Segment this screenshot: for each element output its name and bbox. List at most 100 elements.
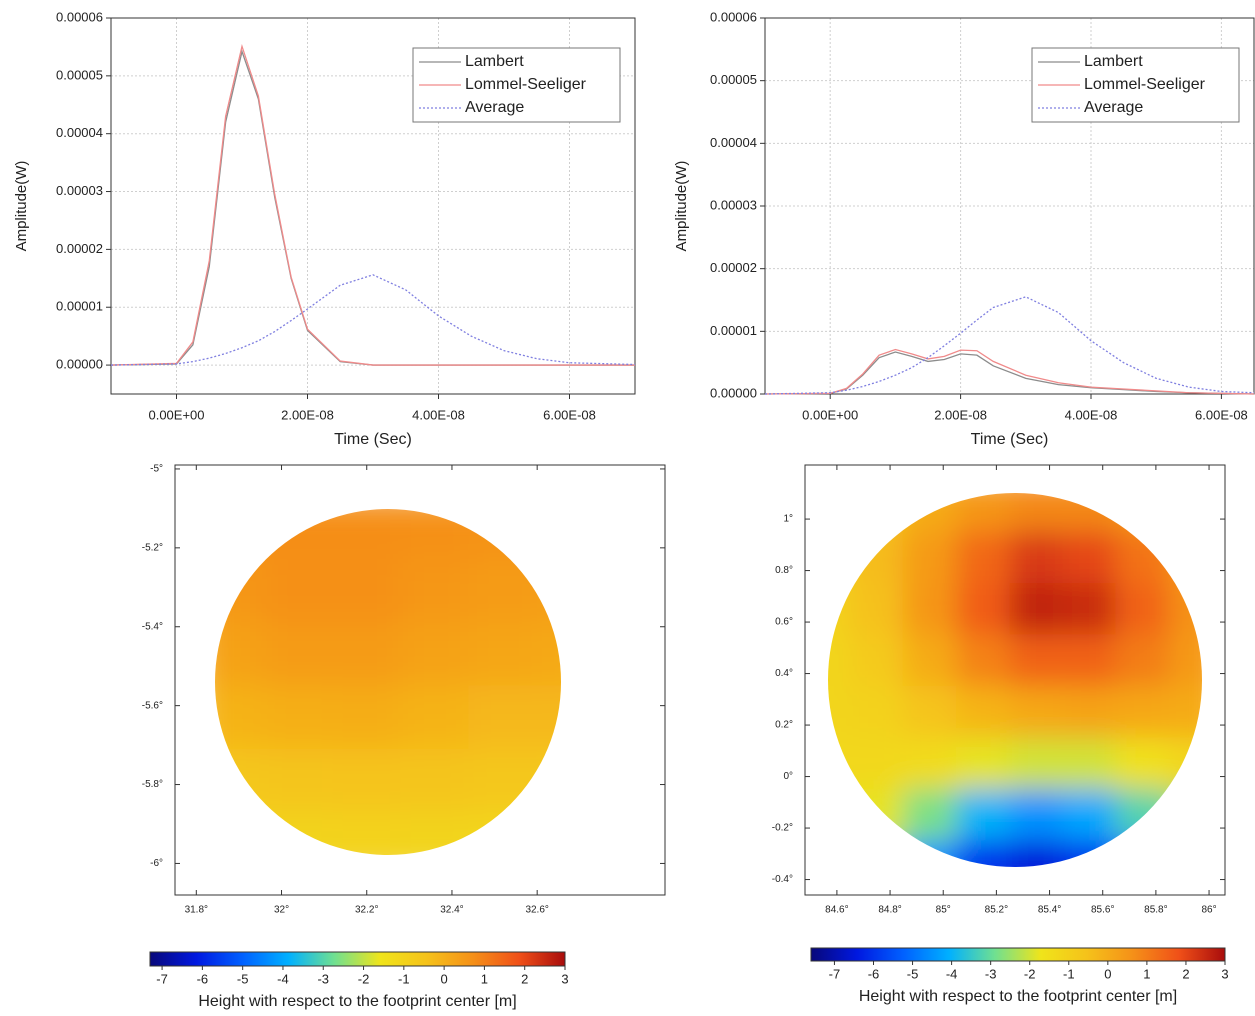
height-cell: [468, 685, 538, 750]
x-tick-label: 86°: [1201, 905, 1216, 916]
legend-label: Lommel-Seeliger: [1084, 76, 1206, 93]
height-cell: [215, 622, 265, 687]
y-axis-title: Amplitude(W): [673, 161, 690, 252]
height-cell: [332, 509, 402, 561]
legend-label: Average: [1084, 99, 1143, 116]
y-tick-label: 0.4°: [775, 668, 793, 679]
colorbar-tick-label: -5: [237, 971, 249, 986]
colorbar-tick-label: 1: [1143, 966, 1150, 981]
map-field: [215, 509, 561, 855]
y-tick-label: 0.00002: [710, 260, 757, 275]
height-cell: [1168, 685, 1202, 739]
height-cell: [1062, 685, 1117, 739]
height-cell: [1168, 840, 1202, 867]
height-cell: [956, 582, 1011, 636]
height-cell: [1009, 788, 1064, 842]
height-cell: [956, 634, 1011, 687]
y-tick-label: 0.00004: [56, 125, 103, 140]
x-axis-title: Time (Sec): [334, 431, 412, 448]
plot-frame: [110, 17, 636, 395]
height-cell: [536, 811, 561, 855]
x-tick-label: 32.2°: [355, 905, 378, 916]
x-tick-label: 32.4°: [440, 905, 463, 916]
height-cell: [536, 509, 561, 561]
colorbar-tick-label: 0: [1104, 966, 1111, 981]
height-cell: [536, 622, 561, 687]
x-tick-label: 32°: [274, 905, 289, 916]
height-cell: [1115, 531, 1170, 584]
y-tick-label: 0.00006: [710, 9, 757, 24]
height-cell: [1062, 788, 1117, 842]
colorbar-label: Height with respect to the footprint cen…: [198, 993, 516, 1010]
x-tick-label: 84.8°: [878, 905, 901, 916]
x-tick-label: 85.4°: [1038, 905, 1061, 916]
y-tick-label: 0.00004: [710, 135, 757, 150]
x-tick-label: 85.8°: [1144, 905, 1167, 916]
series-line: [110, 43, 635, 366]
y-tick-label: -5.6°: [142, 700, 163, 711]
legend-label: Lambert: [1084, 53, 1143, 70]
x-tick-label: 0.00E+00: [802, 407, 858, 422]
y-tick-label: 0°: [783, 771, 793, 782]
colorbar: [149, 951, 566, 967]
height-cell: [849, 634, 904, 687]
height-cell: [468, 559, 538, 624]
colorbar-tick-label: 2: [521, 971, 528, 986]
colorbar-tick-label: -1: [1063, 966, 1075, 981]
height-cell: [468, 748, 538, 813]
height-cell: [1062, 493, 1117, 533]
series-line: [764, 296, 1255, 395]
height-cell: [902, 531, 958, 584]
height-cell: [1009, 634, 1064, 687]
y-tick-label: 0.00006: [56, 9, 103, 24]
height-cell: [1062, 737, 1117, 790]
x-tick-label: 85.6°: [1091, 905, 1114, 916]
height-cell: [332, 622, 402, 687]
y-tick-label: 0.00003: [710, 197, 757, 212]
y-tick-label: 0.6°: [775, 617, 793, 628]
colorbar-tick-label: -4: [277, 971, 289, 986]
height-cell: [536, 748, 561, 813]
height-cell: [1115, 493, 1170, 533]
colorbar: [810, 947, 1226, 962]
x-tick-label: 4.00E-08: [412, 407, 465, 422]
height-cell: [263, 622, 334, 687]
height-cell: [263, 811, 334, 855]
colorbar-tick-label: -3: [317, 971, 329, 986]
x-tick-label: 6.00E-08: [1195, 407, 1248, 422]
height-cell: [1115, 840, 1170, 867]
height-cell: [1062, 634, 1117, 687]
x-tick-label: 2.00E-08: [934, 407, 987, 422]
map-clip: [215, 509, 561, 855]
map-clip: [828, 493, 1202, 867]
legend-label: Average: [465, 99, 524, 116]
y-tick-label: 0.00000: [56, 357, 103, 372]
y-tick-label: 0.2°: [775, 720, 793, 731]
height-cell: [902, 788, 958, 842]
x-tick-label: 6.00E-08: [543, 407, 596, 422]
colorbar-tick-label: -7: [829, 966, 841, 981]
height-cell: [400, 509, 470, 561]
height-cell: [849, 685, 904, 739]
y-tick-label: 0.00005: [56, 67, 103, 82]
colorbar-tick-label: -7: [156, 971, 168, 986]
plot-frame: [764, 17, 1255, 395]
height-cell: [400, 622, 470, 687]
y-tick-label: -6°: [150, 858, 163, 869]
height-cell: [263, 748, 334, 813]
height-cell: [956, 737, 1011, 790]
height-cell: [1009, 840, 1064, 867]
x-tick-label: 85°: [936, 905, 951, 916]
colorbar-tick-label: -2: [1024, 966, 1036, 981]
height-cell: [1009, 685, 1064, 739]
y-tick-label: 0.00000: [710, 385, 757, 400]
colorbar-tick-label: 1: [481, 971, 488, 986]
height-cell: [1062, 840, 1117, 867]
height-cell: [1168, 737, 1202, 790]
y-tick-label: -5.8°: [142, 779, 163, 790]
height-cell: [1115, 582, 1170, 636]
y-tick-label: 0.8°: [775, 565, 793, 576]
height-cell: [1115, 634, 1170, 687]
colorbar-tick-label: -6: [197, 971, 209, 986]
height-cell: [1009, 582, 1064, 636]
